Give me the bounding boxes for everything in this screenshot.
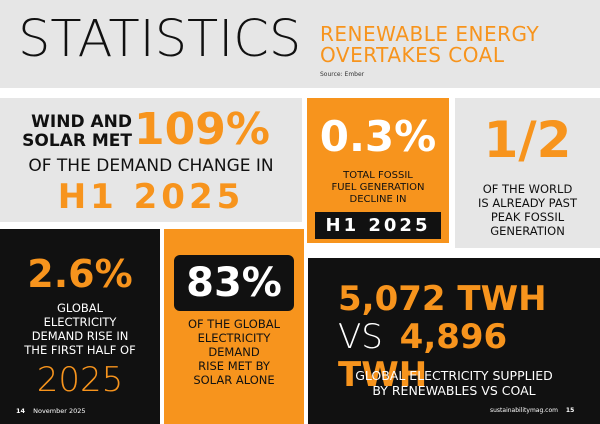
demand-rise-line-4: THE FIRST HALF OF (24, 343, 136, 357)
demand-rise-line-2: ELECTRICITY (43, 315, 117, 329)
fossil-decline-label: TOTAL FOSSIL FUEL GENERATION DECLINE IN (307, 170, 449, 206)
rvc-line-2: BY RENEWABLES VS COAL (372, 383, 536, 398)
fossil-label-line-3: DECLINE IN (349, 194, 407, 205)
half-world-line-3: PEAK FOSSIL (490, 210, 565, 224)
stat-panel-solar-alone: 83% OF THE GLOBAL ELECTRICITY DEMAND RIS… (164, 229, 304, 424)
wind-solar-desc: OF THE DEMAND CHANGE IN (28, 156, 274, 176)
half-world-line-4: GENERATION (490, 224, 565, 238)
half-world-line-2: IS ALREADY PAST (477, 196, 578, 210)
fossil-decline-value: 0.3% (319, 112, 437, 161)
demand-rise-year: 2025 (36, 360, 124, 400)
page-number-right: 15 (565, 407, 575, 414)
stat-panel-half-world: 1/2 OF THE WORLD IS ALREADY PAST PEAK FO… (455, 98, 600, 248)
page-subtitle: RENEWABLE ENERGY OVERTAKES COAL (320, 24, 590, 66)
coal-value: 4,896 TWH (338, 317, 508, 395)
half-world-value: 1/2 (483, 111, 572, 169)
subtitle-line-2: OVERTAKES COAL (320, 43, 505, 67)
stat-panel-demand-rise: 2.6% GLOBAL ELECTRICITY DEMAND RISE IN T… (0, 229, 160, 424)
demand-rise-line-3: DEMAND RISE IN (31, 329, 129, 343)
wind-solar-line-a: WIND AND (31, 112, 132, 132)
wind-solar-period: H1 2025 (57, 177, 245, 217)
comparison-row: VS 4,896 TWH (338, 318, 600, 394)
demand-rise-label: GLOBAL ELECTRICITY DEMAND RISE IN THE FI… (0, 301, 160, 357)
page-title: STATISTICS (18, 10, 302, 69)
solar-alone-line-3: DEMAND (208, 345, 260, 359)
vs-label: VS (338, 317, 383, 357)
page-number-left: 14 (16, 407, 26, 415)
renewables-vs-coal-label: GLOBAL ELECTRICITY SUPPLIED BY RENEWABLE… (308, 368, 600, 398)
demand-rise-line-1: GLOBAL (56, 301, 104, 315)
solar-alone-value-box: 83% (174, 255, 294, 311)
footer-right: sustainabilitymag.com 15 (490, 407, 574, 414)
fossil-label-line-1: TOTAL FOSSIL (343, 170, 413, 181)
stat-panel-fossil-decline: 0.3% TOTAL FOSSIL FUEL GENERATION DECLIN… (307, 98, 449, 243)
wind-solar-line-b: SOLAR MET (22, 131, 132, 151)
half-world-line-1: OF THE WORLD (482, 182, 573, 196)
source-note: Source: Ember (320, 71, 365, 78)
fossil-period-box: H1 2025 (315, 212, 441, 239)
demand-rise-value: 2.6% (27, 252, 133, 296)
solar-alone-line-5: SOLAR ALONE (193, 373, 275, 387)
solar-alone-value: 83% (186, 260, 282, 306)
wind-solar-value: 109% (134, 104, 270, 155)
stat-panel-renewables-vs-coal: 5,072 TWH VS 4,896 TWH GLOBAL ELECTRICIT… (308, 258, 600, 424)
half-world-label: OF THE WORLD IS ALREADY PAST PEAK FOSSIL… (455, 182, 600, 238)
site-url[interactable]: sustainabilitymag.com (490, 407, 558, 414)
footer-left: 14 November 2025 (16, 407, 86, 415)
solar-alone-label: OF THE GLOBAL ELECTRICITY DEMAND RISE ME… (164, 317, 304, 387)
fossil-period: H1 2025 (325, 215, 431, 236)
header-band (0, 0, 600, 88)
renewables-value: 5,072 TWH (338, 279, 547, 319)
rvc-line-1: GLOBAL ELECTRICITY SUPPLIED (355, 368, 553, 383)
fossil-label-line-2: FUEL GENERATION (331, 182, 425, 193)
wind-solar-label: WIND AND SOLAR MET (22, 113, 132, 151)
subtitle-line-1: RENEWABLE ENERGY (320, 22, 540, 46)
stat-panel-wind-solar: WIND AND SOLAR MET 109% OF THE DEMAND CH… (0, 98, 302, 222)
solar-alone-line-2: ELECTRICITY (197, 331, 271, 345)
issue-date: November 2025 (33, 407, 86, 415)
solar-alone-line-4: RISE MET BY (198, 359, 270, 373)
solar-alone-line-1: OF THE GLOBAL (187, 317, 281, 331)
